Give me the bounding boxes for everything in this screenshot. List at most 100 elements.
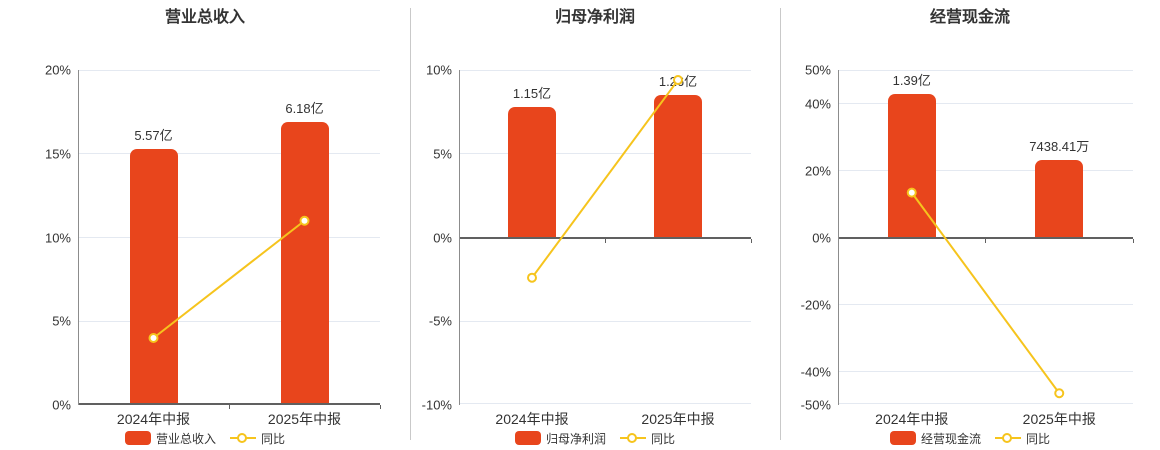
x-axis-tick: [379, 405, 381, 409]
gridline: [78, 237, 380, 238]
bar-2024年中报: [508, 106, 556, 238]
x-axis-label: 2025年中报: [641, 411, 715, 427]
x-axis-tick: [228, 405, 230, 409]
gridline: [838, 304, 1133, 305]
trend-line-path: [531, 79, 679, 279]
gridline: [78, 320, 380, 322]
x-axis: 2024年中报 2025年中报: [838, 409, 1133, 427]
bar-swatch-icon: [889, 431, 916, 445]
legend-label: 同比: [1026, 431, 1051, 446]
line-series-icon: [995, 433, 1021, 443]
x-axis-tick: [985, 238, 986, 243]
y-tick-label: 0%: [812, 230, 831, 245]
y-tick-label: 5%: [52, 313, 71, 329]
legend-item-line[interactable]: 同比: [995, 430, 1050, 447]
y-tick-label: -20%: [800, 297, 831, 312]
x-axis-label: 2024年中报: [875, 411, 949, 427]
line-marker: [527, 272, 537, 283]
chart-panel-net-profit: 归母净利润 10%5%0%-5%-10%1.15亿1.26亿 2024年中报 2…: [410, 0, 780, 450]
gridline: [838, 103, 1133, 104]
y-tick-label: 10%: [44, 230, 71, 245]
gridline: [459, 69, 751, 71]
plot-area: 10%5%0%-5%-10%1.15亿1.26亿: [422, 63, 752, 413]
bar-swatch-icon: [514, 431, 541, 445]
legend-item-line[interactable]: 同比: [620, 430, 675, 447]
bar-value-label: 5.57亿: [134, 127, 173, 143]
legend-item-bar[interactable]: 经营现金流: [889, 430, 981, 447]
line-series-icon: [230, 433, 256, 443]
x-axis-tick: [750, 238, 752, 243]
line-marker: [148, 333, 159, 343]
gridline: [459, 320, 751, 322]
chart-title: 经营现金流: [929, 9, 1010, 26]
trend-line-path: [910, 192, 1061, 394]
chart-panel-cashflow: 经营现金流 50% 40% 20% 0% -20% -40% -50% 1.39亿 7438.4…: [780, 0, 1160, 450]
x-axis: 2024年中报 2025年中报: [459, 409, 751, 427]
line-marker: [906, 187, 917, 198]
bar-2025年中报: [654, 95, 702, 238]
x-axis-label: 2025年中报: [267, 411, 342, 427]
legend-label: 同比: [651, 431, 676, 446]
y-tick-label: 10%: [425, 62, 452, 78]
x-axis-label: 2024年中报: [116, 411, 191, 427]
legend-label: 营业总收入: [155, 431, 216, 446]
bar-value-label: 1.39亿: [892, 73, 931, 89]
y-tick-label: -40%: [800, 364, 831, 379]
y-tick-label: 50%: [804, 62, 831, 78]
line-marker: [1054, 388, 1065, 399]
legend: 营业总收入 同比: [0, 430, 410, 446]
yoy-trend-line: [527, 75, 683, 283]
y-tick-label: 15%: [44, 146, 71, 162]
y-tick-label: -50%: [800, 397, 831, 413]
plot-area: 20% 15% 10% 5% 0% 5.57亿 6.18亿: [45, 63, 381, 413]
legend-label: 同比: [261, 431, 286, 446]
gridline: [838, 403, 1133, 404]
y-axis-line: [838, 70, 839, 405]
line-marker: [673, 75, 683, 86]
zero-axis-line: [838, 236, 1133, 239]
legend: 归母净利润 同比: [410, 430, 780, 446]
zero-axis-line: [78, 403, 380, 405]
y-axis-line: [78, 70, 79, 405]
x-axis-tick: [604, 238, 606, 243]
chart-title: 营业总收入: [164, 9, 245, 26]
bar-2025年中报: [280, 121, 329, 405]
gridline: [838, 69, 1133, 71]
legend-item-bar[interactable]: 营业总收入: [124, 430, 216, 447]
x-axis: 2024年中报 2025年中报: [78, 409, 380, 427]
bar-value-label: 1.15亿: [512, 85, 552, 101]
gridline: [78, 69, 380, 71]
y-axis-line: [459, 70, 460, 405]
trend-line-path: [152, 219, 306, 339]
y-tick-label: 20%: [44, 62, 71, 78]
y-tick-label: 0%: [52, 397, 71, 413]
bar-2025年中报: [1035, 160, 1084, 238]
y-tick-label: -5%: [428, 313, 452, 329]
zero-axis-line: [459, 236, 751, 239]
chart-panel-revenue: 营业总收入 20% 15% 10% 5% 0% 5.57亿 6.18亿 2024年中报 20…: [0, 0, 410, 450]
legend-label: 归母净利润: [545, 431, 606, 446]
bar-2024年中报: [129, 148, 178, 405]
legend-item-line[interactable]: 同比: [230, 430, 285, 447]
chart-title: 归母净利润: [554, 9, 635, 26]
y-tick-label: 5%: [433, 146, 452, 162]
x-axis-tick: [1132, 238, 1134, 243]
gridline: [459, 403, 751, 404]
gridline: [459, 153, 751, 155]
x-axis-label: 2024年中报: [495, 411, 569, 427]
gridline: [78, 153, 380, 155]
legend: 经营现金流 同比: [780, 430, 1160, 446]
x-axis-label: 2025年中报: [1022, 411, 1096, 427]
plot-area: 50% 40% 20% 0% -20% -40% -50% 1.39亿 7438.41万: [801, 63, 1134, 413]
bar-value-label: 7438.41万: [1029, 139, 1090, 155]
legend-label: 经营现金流: [920, 431, 981, 446]
legend-item-bar[interactable]: 归母净利润: [514, 430, 606, 447]
bar-swatch-icon: [124, 431, 151, 445]
yoy-trend-line: [148, 215, 310, 343]
y-tick-label: 0%: [433, 230, 452, 245]
y-tick-label: 20%: [804, 163, 831, 178]
line-marker: [299, 215, 310, 226]
panel-divider: [780, 8, 781, 440]
panel-divider: [410, 8, 411, 440]
